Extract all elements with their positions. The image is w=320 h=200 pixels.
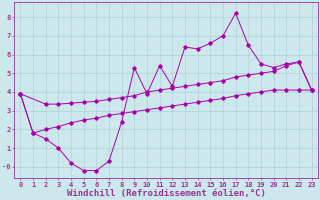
X-axis label: Windchill (Refroidissement éolien,°C): Windchill (Refroidissement éolien,°C) xyxy=(67,189,265,198)
